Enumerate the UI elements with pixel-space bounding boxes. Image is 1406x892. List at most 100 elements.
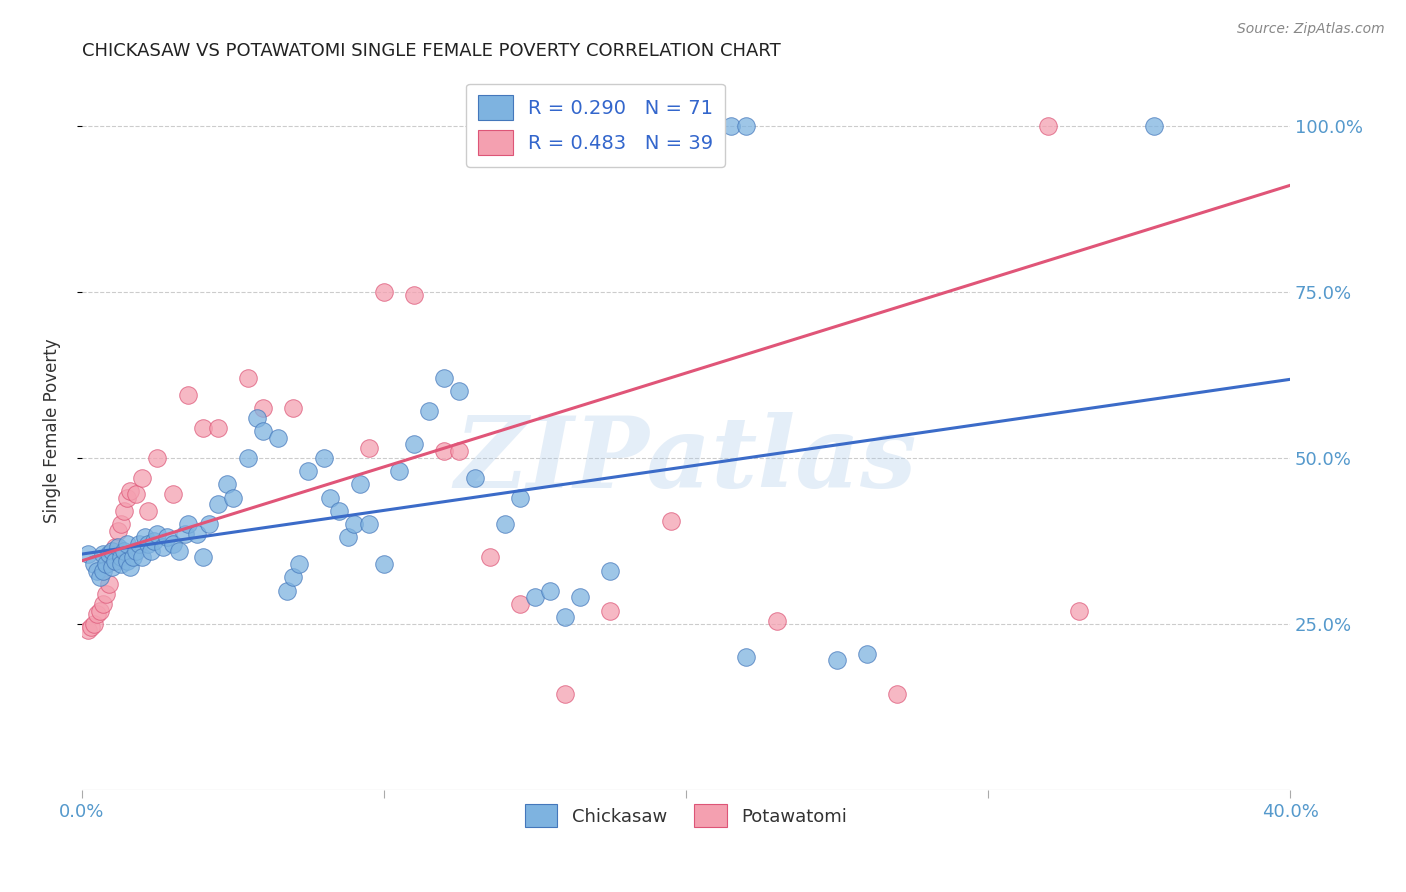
Point xyxy=(215,477,238,491)
Point xyxy=(146,450,169,465)
Point xyxy=(191,421,214,435)
Point xyxy=(173,527,195,541)
Point xyxy=(101,554,124,568)
Point xyxy=(433,371,456,385)
Point xyxy=(388,464,411,478)
Point xyxy=(328,504,350,518)
Point xyxy=(318,491,340,505)
Point xyxy=(735,650,758,665)
Text: Source: ZipAtlas.com: Source: ZipAtlas.com xyxy=(1237,22,1385,37)
Point xyxy=(131,471,153,485)
Point xyxy=(554,687,576,701)
Point xyxy=(128,537,150,551)
Point xyxy=(120,560,142,574)
Point xyxy=(276,583,298,598)
Point xyxy=(86,607,108,621)
Point xyxy=(86,564,108,578)
Point xyxy=(146,527,169,541)
Y-axis label: Single Female Poverty: Single Female Poverty xyxy=(44,339,60,524)
Point xyxy=(112,543,135,558)
Point xyxy=(288,557,311,571)
Point xyxy=(252,401,274,415)
Point xyxy=(162,487,184,501)
Point xyxy=(167,543,190,558)
Point xyxy=(122,550,145,565)
Point xyxy=(659,514,682,528)
Point xyxy=(98,577,121,591)
Point xyxy=(89,603,111,617)
Point xyxy=(343,517,366,532)
Text: ZIPatlas: ZIPatlas xyxy=(454,411,917,508)
Point xyxy=(1067,603,1090,617)
Point xyxy=(357,441,380,455)
Point xyxy=(373,285,395,299)
Point xyxy=(373,557,395,571)
Point xyxy=(110,550,132,565)
Point xyxy=(765,614,787,628)
Point xyxy=(886,687,908,701)
Point xyxy=(138,504,160,518)
Point xyxy=(155,531,177,545)
Point xyxy=(252,424,274,438)
Point xyxy=(478,119,501,133)
Point xyxy=(297,464,319,478)
Point xyxy=(404,288,426,302)
Point xyxy=(186,527,208,541)
Point xyxy=(283,570,305,584)
Point xyxy=(1038,119,1060,133)
Point xyxy=(152,541,174,555)
Point xyxy=(599,603,621,617)
Point xyxy=(349,477,371,491)
Point xyxy=(77,624,100,638)
Point xyxy=(267,431,290,445)
Point xyxy=(599,564,621,578)
Point xyxy=(134,531,156,545)
Point xyxy=(91,597,114,611)
Point xyxy=(80,620,103,634)
Point xyxy=(176,387,198,401)
Point xyxy=(583,119,606,133)
Point xyxy=(104,541,127,555)
Point xyxy=(138,537,160,551)
Point xyxy=(554,119,576,133)
Point xyxy=(91,547,114,561)
Point xyxy=(825,653,848,667)
Point xyxy=(494,517,516,532)
Point xyxy=(120,483,142,498)
Point xyxy=(357,517,380,532)
Point xyxy=(83,616,105,631)
Point xyxy=(101,560,124,574)
Point xyxy=(523,591,546,605)
Point xyxy=(191,550,214,565)
Point xyxy=(83,557,105,571)
Point xyxy=(104,554,127,568)
Point xyxy=(464,471,486,485)
Point xyxy=(509,597,531,611)
Point xyxy=(554,610,576,624)
Point xyxy=(222,491,245,505)
Point xyxy=(675,119,697,133)
Point xyxy=(107,524,129,538)
Point xyxy=(198,517,221,532)
Point xyxy=(246,410,269,425)
Point xyxy=(599,119,621,133)
Point xyxy=(125,487,148,501)
Point xyxy=(107,541,129,555)
Point xyxy=(91,564,114,578)
Point xyxy=(523,119,546,133)
Point xyxy=(236,450,259,465)
Point xyxy=(98,547,121,561)
Point xyxy=(312,450,335,465)
Point xyxy=(141,543,163,558)
Point xyxy=(162,537,184,551)
Point xyxy=(720,119,742,133)
Point xyxy=(94,587,117,601)
Point xyxy=(110,557,132,571)
Point xyxy=(433,444,456,458)
Point xyxy=(117,554,139,568)
Point xyxy=(117,491,139,505)
Point xyxy=(143,533,166,548)
Point xyxy=(538,119,561,133)
Point xyxy=(112,504,135,518)
Point xyxy=(125,543,148,558)
